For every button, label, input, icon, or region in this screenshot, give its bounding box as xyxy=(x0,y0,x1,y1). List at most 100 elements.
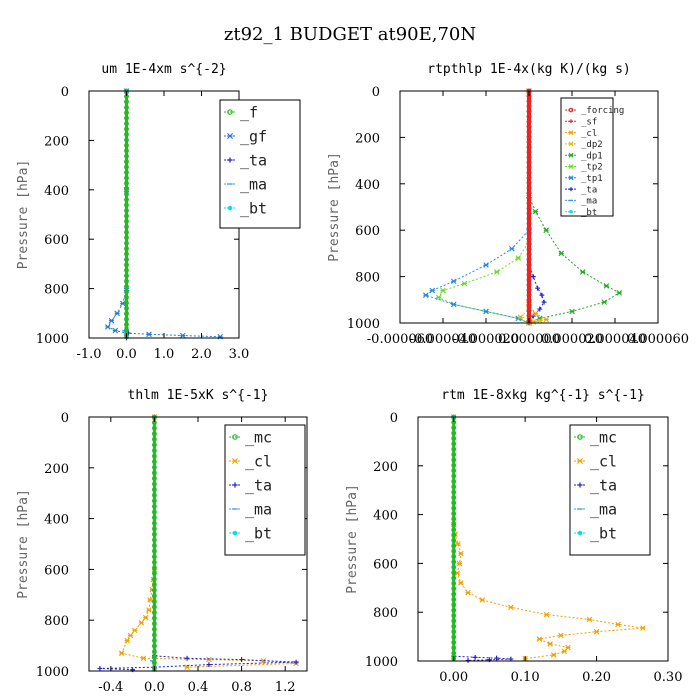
bt-marker xyxy=(577,530,583,536)
forcing-marker xyxy=(526,108,532,114)
mc-marker xyxy=(151,476,157,481)
mc-marker xyxy=(151,431,157,437)
mc-marker xyxy=(451,521,457,527)
f-marker xyxy=(124,115,129,121)
forcing-marker xyxy=(526,308,532,313)
f-marker xyxy=(124,327,129,333)
ta-marker xyxy=(539,292,545,298)
mc-marker xyxy=(232,434,238,440)
f-marker xyxy=(124,153,129,159)
forcing-marker xyxy=(526,195,532,201)
mc-marker xyxy=(451,634,457,640)
y-tick-label: 1000 xyxy=(36,332,69,347)
forcing-marker xyxy=(526,119,532,125)
f-marker xyxy=(124,110,129,116)
ta-marker xyxy=(184,655,190,661)
legend-label: _f xyxy=(240,103,258,121)
mc-marker xyxy=(451,543,457,549)
mc-marker xyxy=(151,587,157,593)
legend: _mc _cl _ta _ma _bt xyxy=(569,424,651,556)
legend-label: _ma xyxy=(245,500,272,518)
cl-marker xyxy=(458,550,464,557)
x-tick-label: -0.000040 xyxy=(410,332,476,347)
legend-label: _cl xyxy=(581,129,597,139)
mc-marker xyxy=(451,607,457,613)
mc-marker xyxy=(451,618,457,624)
mc-marker xyxy=(151,559,157,565)
mc-marker xyxy=(151,610,157,616)
legend-label: _dp1 xyxy=(581,151,603,161)
y-tick-label: 600 xyxy=(44,563,69,578)
plot-frame xyxy=(88,90,240,339)
mc-marker xyxy=(451,532,457,538)
mc-marker xyxy=(151,598,157,604)
forcing-marker xyxy=(568,107,574,113)
legend-item-tp1: _tp1 xyxy=(565,174,603,184)
x-tick-label: 3.0 xyxy=(229,347,250,362)
tp1-marker xyxy=(423,292,429,298)
mc-marker xyxy=(451,457,457,463)
x-tick-label: 0.0 xyxy=(116,347,137,362)
f-marker xyxy=(227,109,233,115)
series-group xyxy=(104,88,224,341)
mc-marker xyxy=(451,430,457,436)
legend-label: _mc xyxy=(245,428,272,446)
cl-marker xyxy=(131,627,138,634)
forcing-marker xyxy=(526,190,532,196)
mc-marker xyxy=(451,586,457,592)
ta-marker xyxy=(535,285,540,291)
cl-marker xyxy=(561,648,568,655)
legend-item-ma: _ma xyxy=(565,197,597,207)
legend-item-bt: _bt xyxy=(224,199,267,217)
f-marker xyxy=(124,208,129,213)
mc-marker xyxy=(451,613,457,619)
forcing-marker xyxy=(526,282,532,288)
f-marker xyxy=(124,99,129,105)
forcing-marker xyxy=(526,236,532,242)
y-tick-label: 400 xyxy=(355,178,380,193)
ta-marker xyxy=(293,659,299,665)
series-gf xyxy=(104,88,224,340)
mc-marker xyxy=(451,623,457,629)
forcing-marker xyxy=(526,257,532,262)
f-marker xyxy=(124,229,129,235)
mc-marker xyxy=(151,548,157,554)
tp1-marker xyxy=(483,308,489,315)
y-tick-label: 200 xyxy=(355,131,380,146)
y-tick-label: 600 xyxy=(355,224,380,239)
mc-marker xyxy=(151,503,157,509)
x-tick-label: 0.00 xyxy=(439,670,468,685)
cl-marker xyxy=(479,597,486,603)
gf-marker xyxy=(227,133,233,139)
y-tick-label: 0 xyxy=(61,85,69,100)
mc-marker xyxy=(451,500,457,506)
forcing-marker xyxy=(526,175,532,181)
y-tick-label: 600 xyxy=(373,557,398,572)
f-marker xyxy=(124,186,129,192)
f-marker xyxy=(124,126,129,132)
f-marker xyxy=(124,251,129,257)
forcing-marker xyxy=(526,180,532,186)
series-line xyxy=(453,417,511,661)
panel-rtm: rtm 1E-8xkg kg^{-1} s^{-1} Pressure [hPa]… xyxy=(345,388,682,685)
forcing-marker xyxy=(526,124,532,130)
forcing-marker xyxy=(526,103,532,109)
mc-marker xyxy=(451,548,457,554)
cl-marker xyxy=(147,597,153,603)
forcing-marker xyxy=(526,114,532,119)
legend-label: _cl xyxy=(245,452,272,470)
cl-marker xyxy=(577,458,583,464)
cl-marker xyxy=(456,560,463,567)
gf-marker xyxy=(112,327,119,334)
gf-marker xyxy=(108,317,115,324)
f-marker xyxy=(124,213,129,219)
legend-item-dp1: _dp1 xyxy=(565,151,603,161)
gf-marker xyxy=(104,324,111,330)
panel-title: thlm 1E-5xK s^{-1} xyxy=(128,388,269,403)
legend-item-dp2: _dp2 xyxy=(565,140,603,150)
mc-marker xyxy=(151,543,157,548)
forcing-marker xyxy=(526,134,532,140)
x-tick-label: -0.000020 xyxy=(453,332,519,347)
mc-marker xyxy=(151,520,157,526)
cl-marker xyxy=(543,316,549,323)
